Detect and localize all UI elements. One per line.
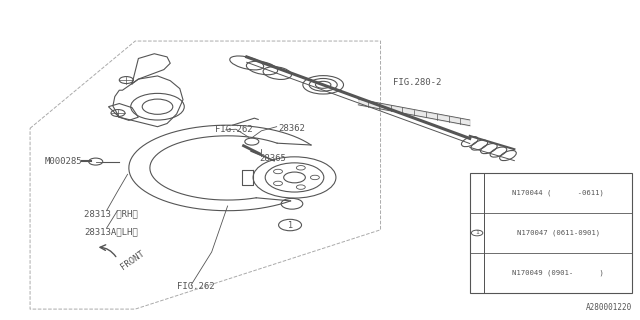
Text: 28362: 28362 — [278, 124, 305, 133]
Text: 28365: 28365 — [259, 154, 286, 163]
Text: FRONT: FRONT — [119, 249, 147, 271]
Text: FIG.262: FIG.262 — [215, 125, 253, 134]
Text: N170049 (0901-      ): N170049 (0901- ) — [513, 270, 604, 276]
Text: N170044 (      -0611): N170044 ( -0611) — [513, 189, 604, 196]
Text: 28313A〈LH〉: 28313A〈LH〉 — [84, 227, 138, 236]
Text: FIG.262: FIG.262 — [177, 282, 214, 292]
Text: 1: 1 — [475, 230, 479, 236]
Text: FIG.280-2: FIG.280-2 — [394, 78, 442, 87]
Text: N170047 (0611-0901): N170047 (0611-0901) — [516, 230, 600, 236]
Bar — [470, 173, 632, 293]
Text: A280001220: A280001220 — [586, 303, 632, 312]
Text: 28313 〈RH〉: 28313 〈RH〉 — [84, 209, 138, 219]
Text: 1: 1 — [287, 220, 292, 229]
Text: M000285: M000285 — [45, 157, 83, 166]
